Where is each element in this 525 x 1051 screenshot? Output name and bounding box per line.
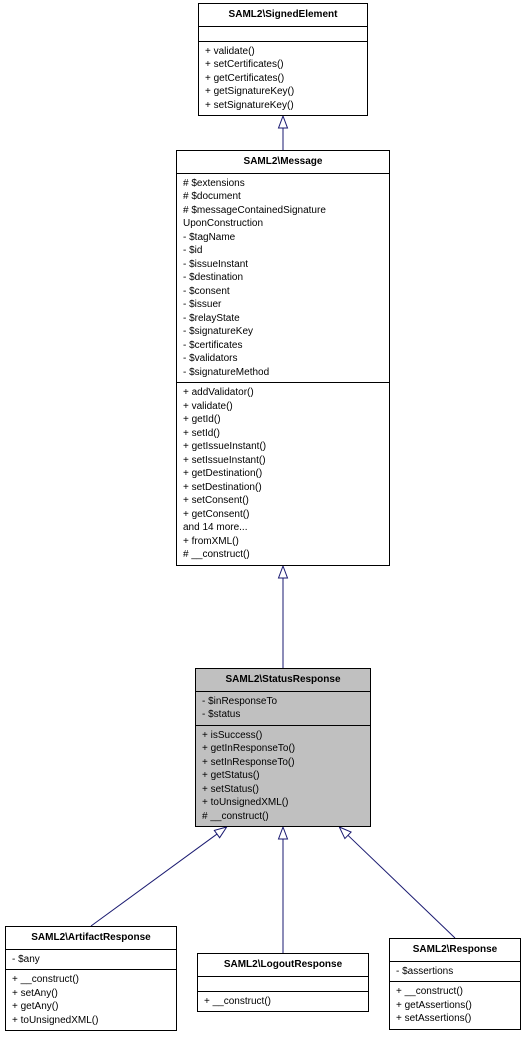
method-row: # __construct()	[183, 548, 383, 562]
method-row: + getId()	[183, 413, 383, 427]
class-attributes	[198, 977, 368, 992]
method-row: + __construct()	[12, 973, 170, 987]
attribute-row: - $id	[183, 244, 383, 258]
method-row: + isSuccess()	[202, 729, 364, 743]
attribute-row: # $messageContainedSignature	[183, 204, 383, 218]
attribute-row: - $assertions	[396, 965, 514, 979]
method-row: # __construct()	[202, 810, 364, 824]
method-row: + validate()	[183, 400, 383, 414]
attribute-row: - $tagName	[183, 231, 383, 245]
method-row: + getConsent()	[183, 508, 383, 522]
method-row: + fromXML()	[183, 535, 383, 549]
attribute-row: - $signatureKey	[183, 325, 383, 339]
method-row: + getAssertions()	[396, 999, 514, 1013]
class-methods: + isSuccess()+ getInResponseTo()+ setInR…	[196, 726, 370, 827]
attribute-row: # $extensions	[183, 177, 383, 191]
method-row: + __construct()	[204, 995, 362, 1009]
method-row: + getIssueInstant()	[183, 440, 383, 454]
attribute-row: - $consent	[183, 285, 383, 299]
class-attributes: - $any	[6, 950, 176, 971]
method-row: + getSignatureKey()	[205, 85, 361, 99]
class-methods: + addValidator()+ validate()+ getId()+ s…	[177, 383, 389, 565]
attribute-row: - $issueInstant	[183, 258, 383, 272]
attribute-row: - $issuer	[183, 298, 383, 312]
method-row: + getCertificates()	[205, 72, 361, 86]
method-row: + setCertificates()	[205, 58, 361, 72]
method-row: + validate()	[205, 45, 361, 59]
class-attributes: - $inResponseTo- $status	[196, 692, 370, 726]
attribute-row: - $validators	[183, 352, 383, 366]
class-response: SAML2\Response - $assertions + __construct…	[389, 938, 521, 1030]
method-row: + setId()	[183, 427, 383, 441]
method-row: + toUnsignedXML()	[12, 1014, 170, 1028]
method-row: + setIssueInstant()	[183, 454, 383, 468]
class-methods: + __construct()+ setAny()+ getAny()+ toU…	[6, 970, 176, 1030]
method-row: + toUnsignedXML()	[202, 796, 364, 810]
method-row: + getStatus()	[202, 769, 364, 783]
class-logoutResponse: SAML2\LogoutResponse + __construct()	[197, 953, 369, 1012]
class-attributes: # $extensions# $document# $messageContai…	[177, 174, 389, 384]
method-row: + getInResponseTo()	[202, 742, 364, 756]
class-message: SAML2\Message# $extensions# $document# $…	[176, 150, 390, 566]
method-row: + addValidator()	[183, 386, 383, 400]
class-title: SAML2\Message	[177, 151, 389, 174]
method-row: + setAny()	[12, 987, 170, 1001]
attribute-row: - $relayState	[183, 312, 383, 326]
class-methods: + __construct()	[198, 992, 368, 1012]
method-row: + __construct()	[396, 985, 514, 999]
method-row: + setStatus()	[202, 783, 364, 797]
class-attributes: - $assertions	[390, 962, 520, 983]
class-signedElement: SAML2\SignedElement + validate()+ setCert…	[198, 3, 368, 116]
method-row: + setDestination()	[183, 481, 383, 495]
class-statusResponse: SAML2\StatusResponse- $inResponseTo- $st…	[195, 668, 371, 827]
method-row: + setAssertions()	[396, 1012, 514, 1026]
method-row: + setInResponseTo()	[202, 756, 364, 770]
attribute-row: - $inResponseTo	[202, 695, 364, 709]
attribute-row: - $any	[12, 953, 170, 967]
attribute-row: - $certificates	[183, 339, 383, 353]
class-methods: + validate()+ setCertificates()+ getCert…	[199, 42, 367, 116]
class-title: SAML2\LogoutResponse	[198, 954, 368, 977]
method-row: + getAny()	[12, 1000, 170, 1014]
class-title: SAML2\SignedElement	[199, 4, 367, 27]
class-attributes	[199, 27, 367, 42]
class-title: SAML2\Response	[390, 939, 520, 962]
class-title: SAML2\ArtifactResponse	[6, 927, 176, 950]
method-row: + getDestination()	[183, 467, 383, 481]
attribute-row: - $status	[202, 708, 364, 722]
attribute-row: UponConstruction	[183, 217, 383, 231]
class-methods: + __construct()+ getAssertions()+ setAss…	[390, 982, 520, 1029]
attribute-row: # $document	[183, 190, 383, 204]
attribute-row: - $signatureMethod	[183, 366, 383, 380]
class-title: SAML2\StatusResponse	[196, 669, 370, 692]
attribute-row: - $destination	[183, 271, 383, 285]
method-row: and 14 more...	[183, 521, 383, 535]
method-row: + setSignatureKey()	[205, 99, 361, 113]
method-row: + setConsent()	[183, 494, 383, 508]
class-artifactResponse: SAML2\ArtifactResponse - $any + __construc…	[5, 926, 177, 1031]
